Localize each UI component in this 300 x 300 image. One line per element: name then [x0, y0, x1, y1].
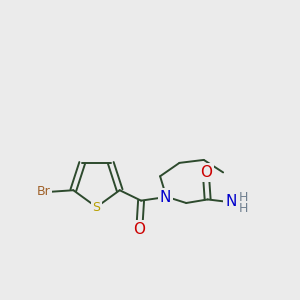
Text: H: H [238, 190, 248, 204]
Text: N: N [225, 194, 236, 209]
Text: Br: Br [37, 185, 50, 198]
Text: N: N [160, 190, 171, 205]
Text: S: S [92, 201, 101, 214]
Text: H: H [238, 202, 248, 215]
Text: O: O [134, 222, 146, 237]
Text: O: O [200, 165, 212, 180]
